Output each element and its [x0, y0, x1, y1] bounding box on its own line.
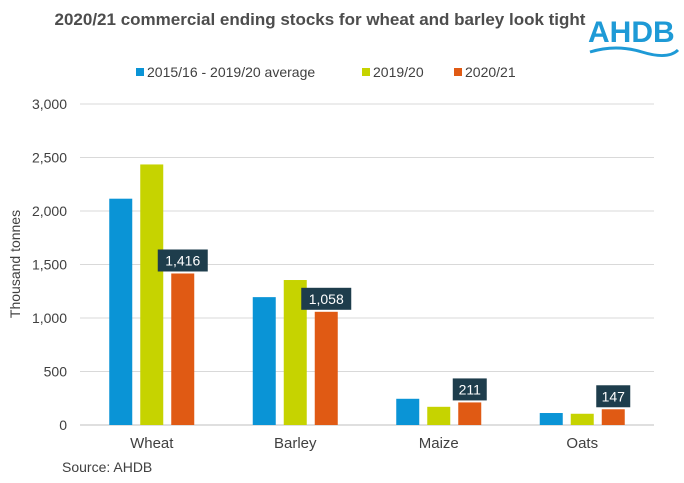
legend-item-1: 2015/16 - 2019/20 average	[136, 64, 315, 80]
legend-label: 2019/20	[373, 64, 424, 80]
bar-barley-series-1	[252, 297, 276, 425]
x-category-label: Wheat	[130, 435, 174, 452]
data-label-text: 211	[459, 381, 482, 397]
legend-swatch	[454, 68, 462, 76]
data-label-text: 1,058	[309, 291, 344, 307]
chart-title: 2020/21 commercial ending stocks for whe…	[54, 10, 586, 29]
data-label-text: 1,416	[165, 252, 200, 268]
x-category-label: Maize	[419, 435, 459, 452]
legend-label: 2015/16 - 2019/20 average	[147, 64, 315, 80]
y-tick-label: 500	[44, 364, 68, 380]
x-category-label: Barley	[274, 435, 317, 452]
data-label-maize: 211	[452, 378, 487, 401]
x-category-label: Oats	[566, 435, 598, 452]
logo-wave-icon	[589, 46, 680, 57]
bar-wheat-series-1	[109, 198, 133, 425]
bar-maize-series-2	[427, 406, 451, 425]
bar-barley-series-2	[283, 280, 307, 425]
y-tick-label: 0	[59, 417, 67, 433]
bar-oats-series-1	[539, 413, 563, 425]
data-label-box	[157, 249, 208, 272]
bars	[109, 164, 625, 425]
legend-swatch	[362, 68, 370, 76]
data-label-text: 147	[602, 388, 626, 404]
ahdb-logo: AHDB	[588, 16, 680, 57]
data-label-oats: 147	[596, 385, 631, 408]
data-label-box	[452, 378, 487, 401]
y-tick-label: 1,500	[32, 257, 67, 273]
legend: 2015/16 - 2019/20 average 2019/20 2020/21	[136, 64, 516, 80]
y-tick-label: 3,000	[32, 96, 67, 112]
data-label-box	[596, 385, 631, 408]
legend-item-2: 2019/20	[362, 64, 424, 80]
bar-wheat-series-3	[171, 273, 195, 425]
y-tick-label: 2,500	[32, 150, 67, 166]
source-note: Source: AHDB	[62, 459, 153, 475]
y-axis-label: Thousand tonnes	[7, 210, 23, 318]
data-label-barley: 1,058	[301, 287, 352, 310]
y-axis-ticks: 0 500 1,000 1,500 2,000 2,500 3,000	[32, 96, 67, 433]
bar-barley-series-3	[314, 311, 338, 425]
bar-oats-series-2	[570, 413, 594, 425]
bar-maize-series-3	[458, 402, 482, 425]
y-tick-label: 2,000	[32, 203, 67, 219]
x-axis-labels: Wheat Barley Maize Oats	[130, 435, 598, 452]
y-tick-label: 1,000	[32, 310, 67, 326]
data-label-wheat: 1,416	[157, 249, 208, 272]
legend-swatch	[136, 68, 144, 76]
bar-wheat-series-2	[140, 164, 164, 425]
legend-label: 2020/21	[465, 64, 516, 80]
legend-item-3: 2020/21	[454, 64, 516, 80]
bar-oats-series-3	[601, 409, 625, 425]
data-labels: 1,416 1,058 211 147	[157, 249, 631, 408]
logo-text: AHDB	[588, 16, 675, 49]
bar-maize-series-1	[396, 398, 420, 425]
data-label-box	[301, 287, 352, 310]
